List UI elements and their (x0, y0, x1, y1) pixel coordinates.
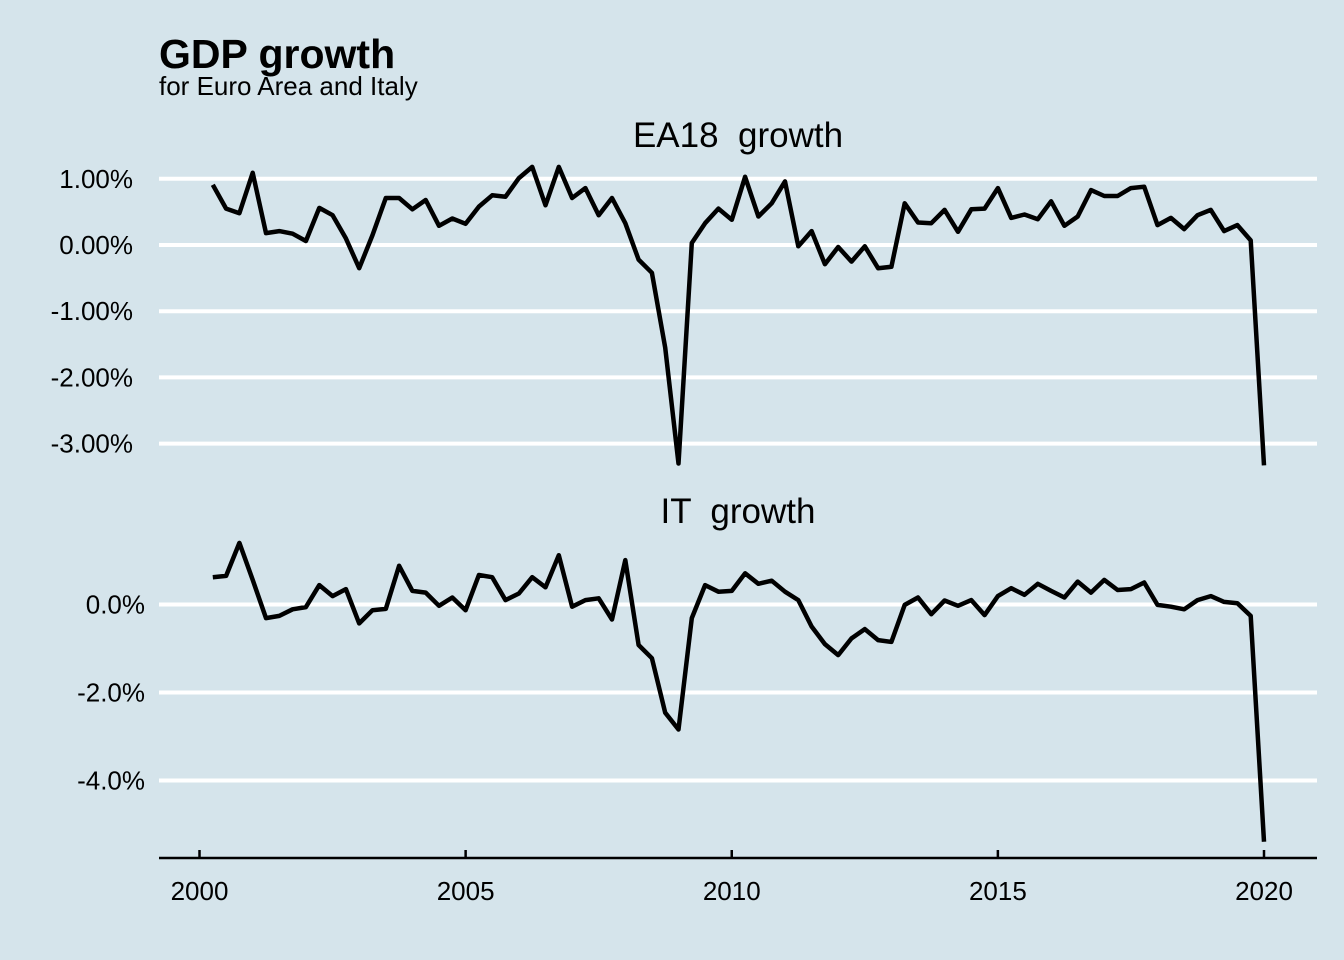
chart-title: GDP growth (159, 31, 395, 77)
it-growth-line (212, 540, 1267, 842)
y-tick-label: -1.00% (51, 296, 133, 326)
chart-subtitle: for Euro Area and Italy (159, 71, 418, 101)
x-tick-label: 2020 (1235, 876, 1293, 906)
it-panel-title: IT growth (661, 492, 816, 531)
x-tick-label: 2005 (437, 876, 495, 906)
y-tick-label: -4.0% (77, 766, 145, 796)
x-axis: 2000 2005 2010 2015 2020 (159, 850, 1317, 906)
y-tick-label: 1.00% (59, 164, 133, 194)
x-tick-label: 2015 (969, 876, 1027, 906)
ea18-panel-title: EA18 growth (633, 116, 843, 155)
y-tick-label: -2.00% (51, 362, 133, 392)
y-tick-label: -3.00% (51, 429, 133, 459)
x-tick-label: 2000 (171, 876, 229, 906)
panel-ea18: 1.00% 0.00% -1.00% -2.00% -3.00% EA18 growth (51, 116, 1317, 466)
ea18-y-tick-labels: 1.00% 0.00% -1.00% -2.00% -3.00% (51, 164, 133, 459)
ea18-growth-line (210, 164, 1267, 466)
it-y-tick-labels: 0.0% -2.0% -4.0% (77, 590, 145, 796)
panel-it: 0.0% -2.0% -4.0% IT growth (77, 492, 1317, 842)
ea18-gridlines (159, 176, 1317, 446)
y-tick-label: 0.0% (86, 590, 145, 620)
x-tick-label: 2010 (703, 876, 761, 906)
x-axis-ticks: 2000 2005 2010 2015 2020 (171, 850, 1293, 906)
y-tick-label: -2.0% (77, 678, 145, 708)
y-tick-label: 0.00% (59, 230, 133, 260)
